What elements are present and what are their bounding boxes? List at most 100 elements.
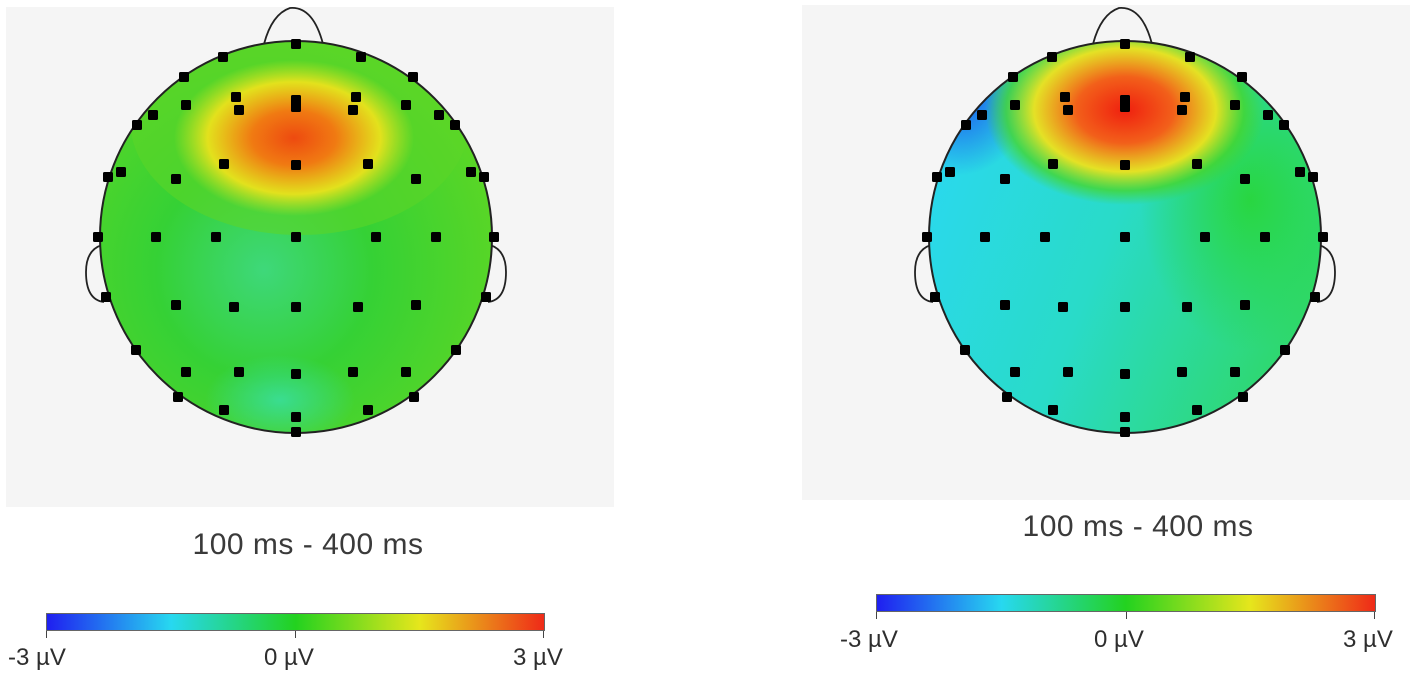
electrode — [1230, 100, 1240, 110]
electrode — [211, 232, 221, 242]
electrode — [1263, 110, 1273, 120]
electrode — [219, 159, 229, 169]
electrode — [1120, 302, 1130, 312]
electrode — [231, 92, 241, 102]
electrode — [922, 232, 932, 242]
colorbar-tick-mid-left — [295, 631, 296, 638]
electrode — [1063, 367, 1073, 377]
electrode — [1308, 172, 1318, 182]
electrode — [977, 110, 987, 120]
electrode — [1182, 302, 1192, 312]
electrode — [1000, 300, 1010, 310]
electrode — [1192, 159, 1202, 169]
electrode — [348, 105, 358, 115]
electrode — [103, 172, 113, 182]
colorbar-tick-mid-right — [1126, 612, 1127, 619]
electrode — [1295, 167, 1305, 177]
electrode — [466, 167, 476, 177]
electrode — [409, 392, 419, 402]
electrode — [219, 405, 229, 415]
electrode — [1047, 52, 1057, 62]
electrode — [234, 367, 244, 377]
colorbar-max-label-right: 3 µV — [1343, 626, 1393, 653]
colorbar-tick-min-right — [876, 612, 877, 619]
electrode — [1120, 39, 1130, 49]
electrode — [411, 300, 421, 310]
electrode — [351, 92, 361, 102]
right-ear-outline-right — [1316, 244, 1336, 303]
electrode — [291, 232, 301, 242]
electrode — [961, 120, 971, 130]
electrode — [408, 72, 418, 82]
electrode — [363, 405, 373, 415]
electrode — [181, 100, 191, 110]
topomap-right — [914, 7, 1336, 437]
electrode — [181, 367, 191, 377]
electrode — [171, 300, 181, 310]
electrode — [1240, 174, 1250, 184]
nose-outline-right — [1092, 7, 1153, 45]
electrode — [434, 110, 444, 120]
electrode — [363, 159, 373, 169]
electrode — [234, 105, 244, 115]
electrode — [450, 120, 460, 130]
electrode — [960, 345, 970, 355]
electrode — [930, 292, 940, 302]
electrode — [932, 172, 942, 182]
electrode — [1040, 232, 1050, 242]
electrode — [1000, 174, 1010, 184]
electrode-array-right — [922, 39, 1328, 437]
electrode — [1048, 405, 1058, 415]
time-window-label-right: 100 ms - 400 ms — [1022, 510, 1254, 543]
electrode — [1177, 367, 1187, 377]
electrode — [1238, 392, 1248, 402]
electrode — [431, 232, 441, 242]
electrode — [1279, 120, 1289, 130]
left-ear-outline-right — [914, 244, 934, 303]
electrode — [116, 167, 126, 177]
electrode — [1120, 427, 1130, 437]
topomap-left — [85, 7, 507, 437]
electrode — [353, 302, 363, 312]
electrode — [173, 392, 183, 402]
electrode — [481, 292, 491, 302]
nose-outline-left — [263, 7, 324, 45]
electrode — [1120, 232, 1130, 242]
colorbar-left — [46, 613, 545, 631]
electrode — [1200, 232, 1210, 242]
electrode — [411, 174, 421, 184]
right-ear-outline-left — [487, 244, 507, 303]
electrode — [151, 232, 161, 242]
electrode — [179, 72, 189, 82]
electrode — [1120, 412, 1130, 422]
electrode — [1185, 52, 1195, 62]
electrode — [171, 174, 181, 184]
electrode — [1180, 92, 1190, 102]
electrode — [1120, 160, 1130, 170]
colorbar-tick-max-left — [543, 631, 544, 638]
electrode — [1048, 159, 1058, 169]
electrode — [945, 167, 955, 177]
electrode — [451, 345, 461, 355]
colorbar-min-label-left: -3 µV — [8, 644, 66, 671]
electrode — [479, 172, 489, 182]
colorbar-max-label-left: 3 µV — [513, 644, 563, 671]
electrode — [348, 367, 358, 377]
electrode — [1010, 367, 1020, 377]
electrode — [1237, 72, 1247, 82]
electrode — [489, 232, 499, 242]
electrode — [291, 302, 301, 312]
electrode — [1192, 405, 1202, 415]
colorbar-right — [876, 594, 1376, 612]
electrode — [229, 302, 239, 312]
electrode — [1058, 302, 1068, 312]
electrode — [401, 367, 411, 377]
electrode — [1230, 367, 1240, 377]
electrode — [980, 232, 990, 242]
electrode — [371, 232, 381, 242]
electrode — [101, 292, 111, 302]
electrode — [356, 52, 366, 62]
electrode — [401, 100, 411, 110]
electrode — [93, 232, 103, 242]
electrode — [1177, 105, 1187, 115]
